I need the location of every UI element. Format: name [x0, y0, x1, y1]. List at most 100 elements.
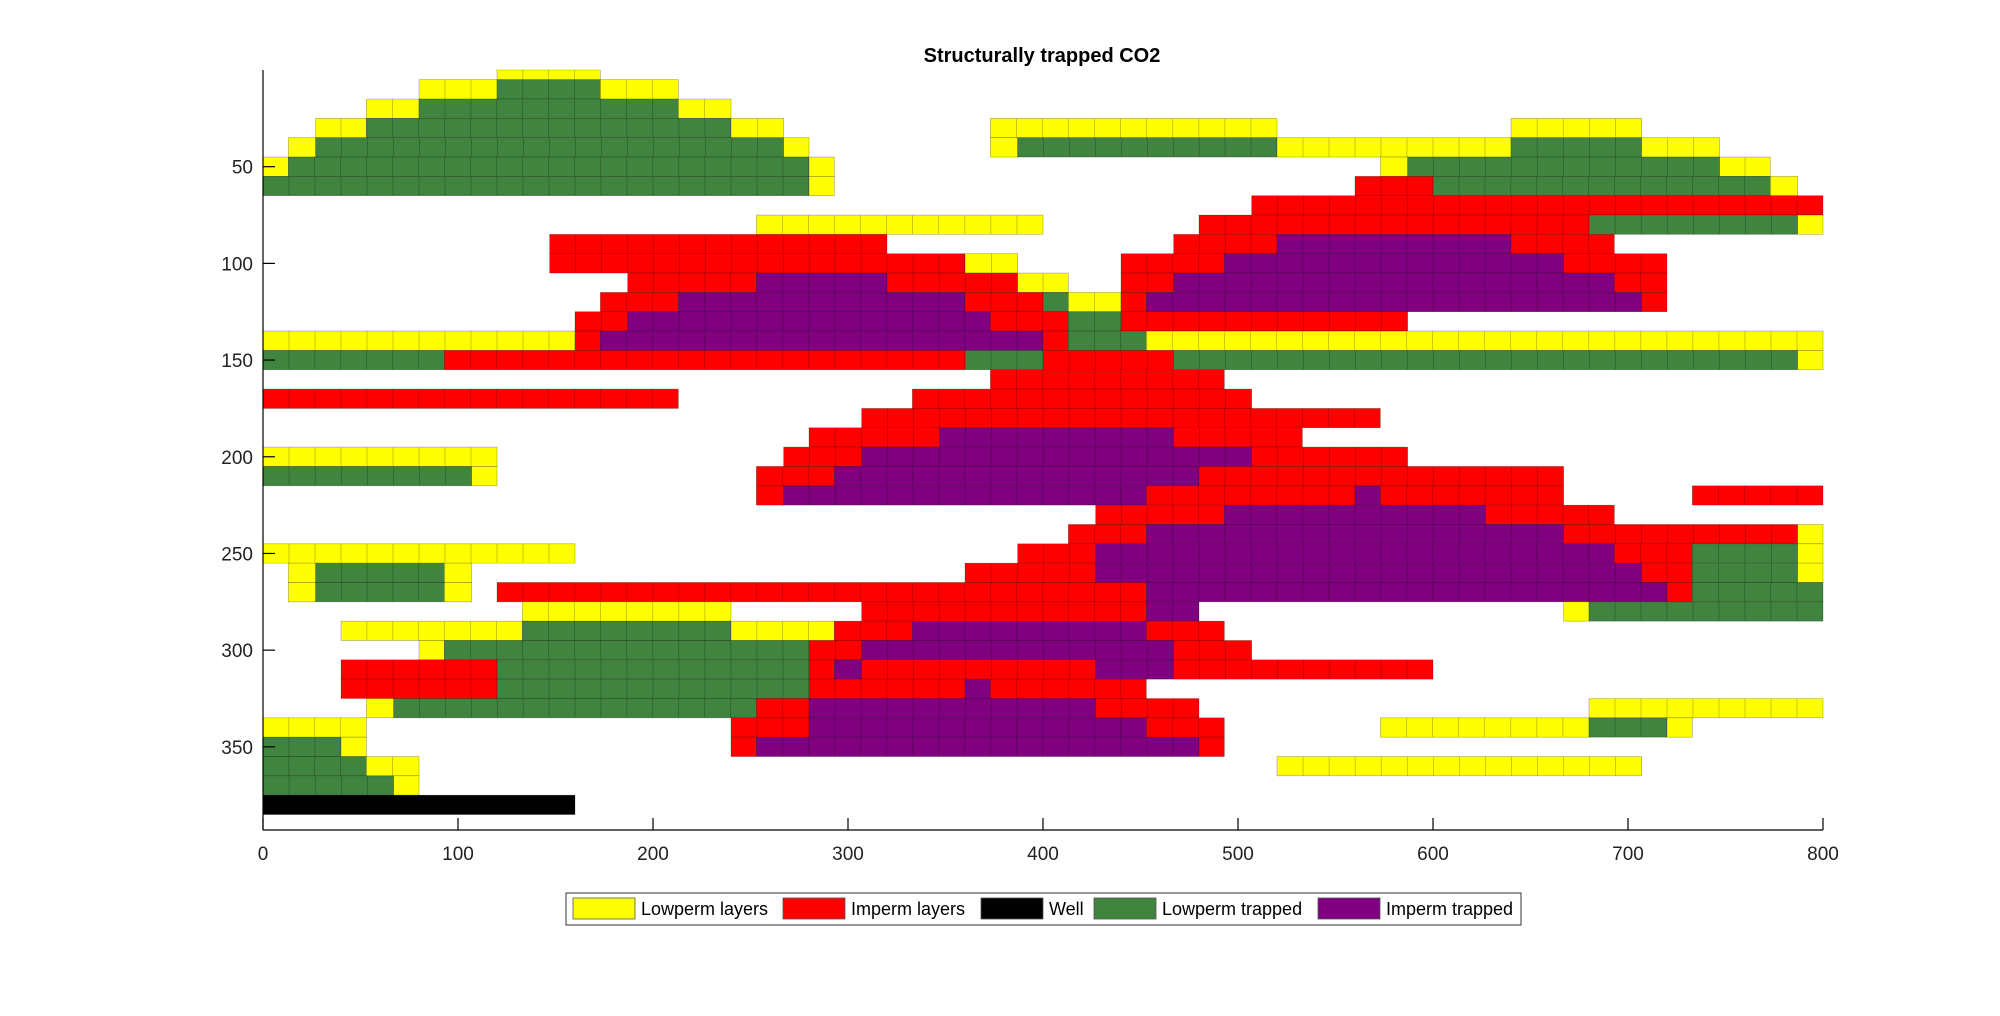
- cells-imperm-layers: [1043, 331, 1069, 351]
- y-tick-label: 200: [221, 448, 253, 469]
- cells-lowperm-trapped: [1433, 176, 1771, 196]
- cells-lowperm-layers: [497, 70, 601, 80]
- cells-lowperm-layers: [1797, 350, 1823, 370]
- cell-grid: [1173, 350, 1798, 371]
- y-tick-label: 100: [221, 254, 253, 275]
- legend-swatch-lowperm-trapped: [1093, 897, 1157, 920]
- cells-lowperm-layers: [965, 253, 1018, 274]
- cells-imperm-trapped: [912, 621, 1147, 641]
- cells-lowperm-layers: [1017, 273, 1069, 293]
- cells-imperm-layers: [1121, 292, 1147, 312]
- cells-imperm-trapped: [1095, 659, 1174, 680]
- cells-imperm-layers: [1121, 311, 1408, 332]
- cells-lowperm-trapped: [1692, 582, 1823, 602]
- cells-lowperm-trapped: [1068, 311, 1121, 332]
- cells-imperm-layers: [1121, 253, 1225, 274]
- cell-grid: [444, 562, 472, 583]
- x-tick-label: 400: [1027, 844, 1059, 865]
- cells-imperm-trapped: [965, 679, 991, 699]
- legend-swatch-lowperm-layers: [572, 897, 636, 920]
- cells-imperm-layers: [1043, 350, 1174, 370]
- cell-grid: [1173, 659, 1434, 680]
- cell-grid: [730, 118, 784, 138]
- cell-grid: [1797, 214, 1824, 235]
- cells-imperm-layers: [809, 659, 835, 680]
- cell-grid: [1588, 214, 1798, 235]
- cells-lowperm-trapped: [1692, 543, 1798, 564]
- cells-imperm-trapped: [834, 466, 1199, 486]
- cells-lowperm-layers: [1068, 292, 1121, 312]
- cells-imperm-trapped: [1277, 234, 1511, 254]
- cells-imperm-layers: [1095, 698, 1199, 718]
- cells-lowperm-layers: [393, 775, 419, 796]
- y-tick-label: 350: [221, 738, 253, 759]
- cells-lowperm-trapped: [263, 756, 367, 776]
- cells-lowperm-trapped: [1511, 137, 1642, 158]
- cells-well: [263, 795, 575, 815]
- cells-imperm-layers: [990, 679, 1147, 699]
- x-tick-label: 300: [832, 844, 864, 865]
- cell-grid: [1276, 756, 1642, 777]
- cells-imperm-layers: [861, 408, 1381, 428]
- cell-grid: [756, 214, 1044, 235]
- cells-imperm-trapped: [834, 659, 862, 680]
- cells-imperm-trapped: [1224, 505, 1486, 525]
- cells-lowperm-trapped: [1589, 717, 1667, 738]
- cells-imperm-trapped: [1224, 253, 1564, 274]
- cells-imperm-layers: [861, 601, 1147, 622]
- cells-lowperm-trapped: [315, 582, 445, 602]
- cells-imperm-layers: [627, 273, 757, 293]
- cells-imperm-layers: [444, 350, 966, 370]
- cells-imperm-layers: [1199, 466, 1564, 486]
- cells-lowperm-trapped: [419, 99, 679, 119]
- cells-imperm-layers: [912, 389, 1252, 409]
- cell-grid: [1198, 466, 1564, 487]
- cell-grid: [366, 756, 420, 777]
- cells-imperm-layers: [1614, 543, 1693, 564]
- cells-imperm-layers: [1068, 524, 1147, 544]
- cells-imperm-layers: [497, 582, 1147, 602]
- cells-lowperm-layers: [1797, 215, 1823, 235]
- legend: Lowperm layers Imperm layers Well Lowperm t…: [565, 892, 1522, 926]
- cells-imperm-layers: [1173, 427, 1303, 448]
- cells-imperm-trapped: [1146, 601, 1199, 622]
- cells-imperm-layers: [549, 234, 887, 254]
- cells-imperm-trapped: [1355, 485, 1381, 506]
- cells-lowperm-layers: [809, 157, 835, 177]
- x-tick-label: 200: [637, 844, 669, 865]
- cells-lowperm-layers: [1589, 698, 1823, 718]
- cells-imperm-trapped: [600, 331, 1043, 351]
- legend-label-imperm-layers: Imperm layers: [851, 899, 965, 919]
- cells-lowperm-layers: [1277, 137, 1511, 158]
- cells-imperm-layers: [809, 679, 965, 699]
- cells-lowperm-layers: [419, 640, 445, 660]
- cells-imperm-layers: [809, 640, 862, 660]
- x-tick-label: 600: [1417, 844, 1449, 865]
- cells-lowperm-layers: [263, 447, 497, 467]
- cells-imperm-layers: [756, 466, 835, 486]
- cells-lowperm-layers: [1797, 543, 1823, 564]
- cells-imperm-layers: [1355, 176, 1433, 196]
- cells-lowperm-layers: [366, 698, 394, 718]
- chart-title: Structurally trapped CO2: [924, 45, 1161, 67]
- cells-imperm-layers: [549, 253, 965, 274]
- cell-grid: [1641, 292, 1668, 313]
- cells-lowperm-layers: [1797, 563, 1823, 583]
- cell-grid: [1173, 427, 1303, 448]
- cell-grid: [1380, 717, 1590, 738]
- cell-grid: [549, 234, 888, 255]
- cell-grid: [1017, 137, 1278, 158]
- cells-lowperm-layers: [288, 137, 316, 158]
- cell-grid: [1146, 582, 1668, 603]
- cells-imperm-trapped: [1146, 292, 1642, 312]
- cells-imperm-layers: [861, 659, 1096, 680]
- x-tick-label: 100: [442, 844, 474, 865]
- cells-imperm-trapped: [809, 717, 1147, 738]
- cell-grid: [756, 485, 784, 506]
- cell-grid: [1666, 717, 1693, 738]
- cells-lowperm-layers: [678, 99, 731, 119]
- cells-lowperm-trapped: [263, 176, 809, 196]
- cell-grid: [1095, 698, 1200, 719]
- cell-grid: [471, 466, 498, 487]
- cell-grid: [1797, 524, 1824, 545]
